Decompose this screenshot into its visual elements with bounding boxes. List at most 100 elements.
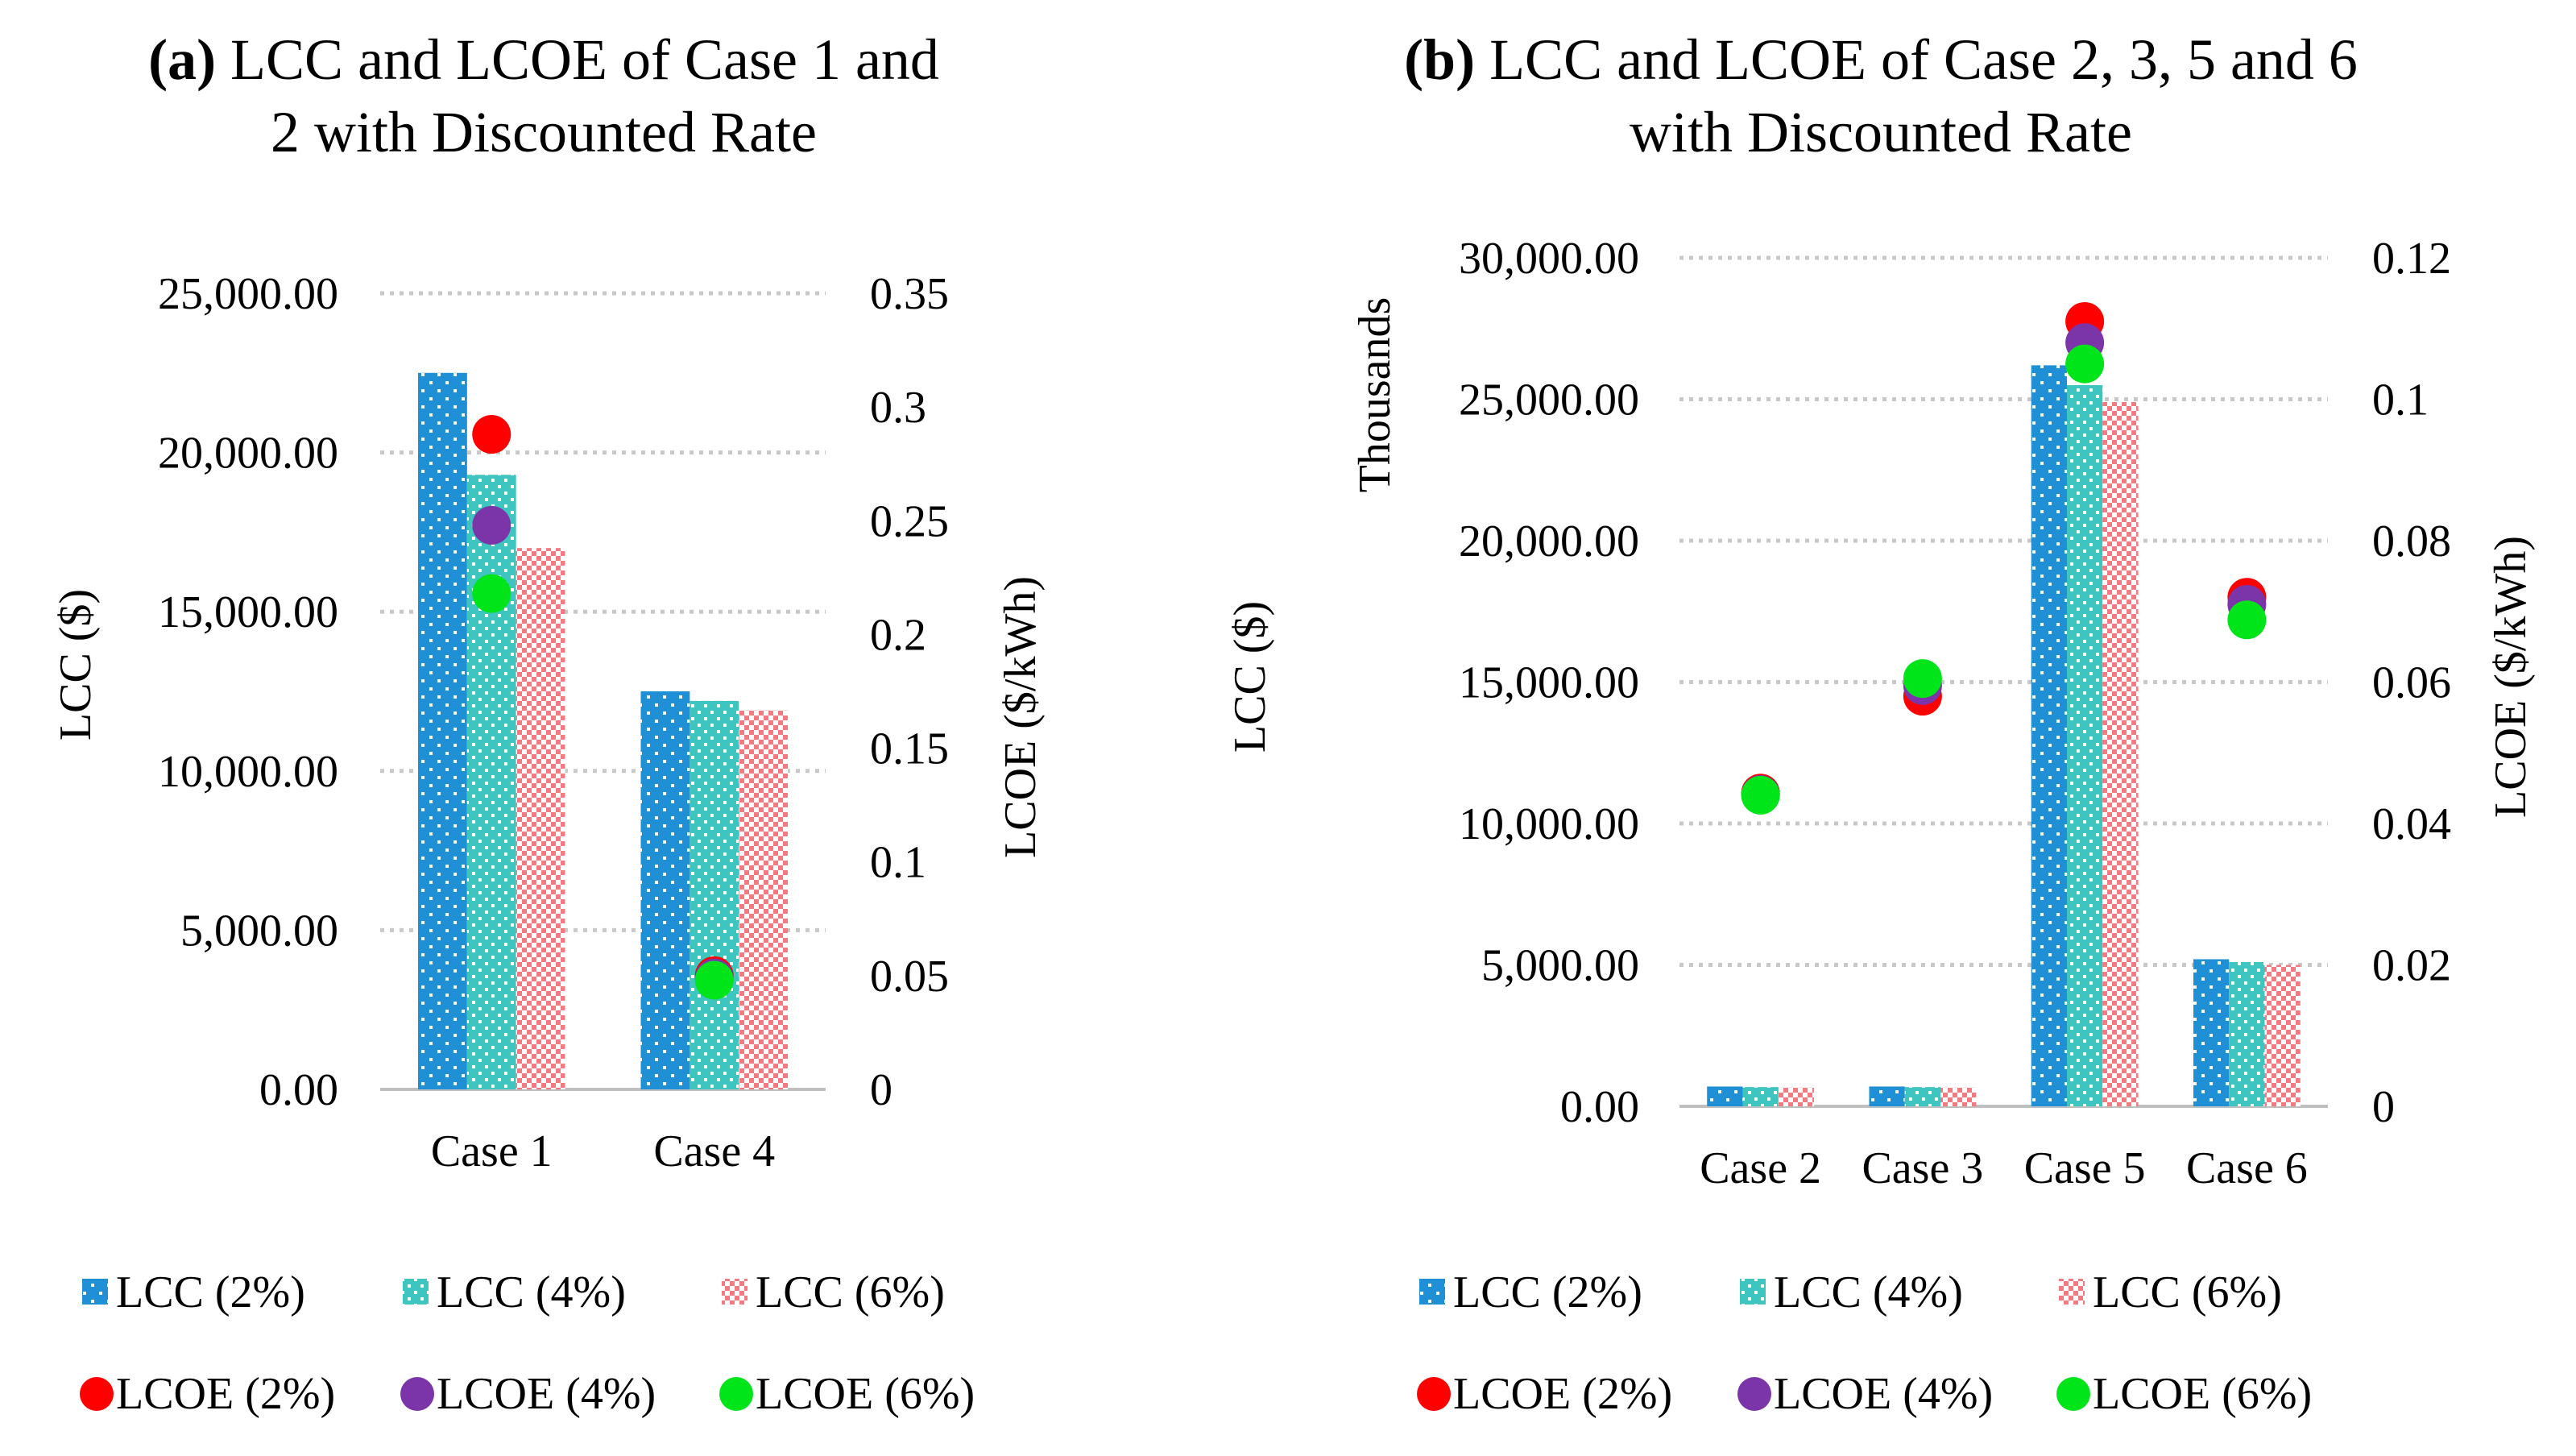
y-tick-label: 0.00 bbox=[1560, 1082, 1639, 1132]
panel-b-title-line1: (b) LCC and LCOE of Case 2, 3, 5 and 6 bbox=[1404, 27, 2358, 92]
bar-lcc-4--case-6 bbox=[2229, 961, 2265, 1106]
panel-a-title-line1: (a) LCC and LCOE of Case 1 and bbox=[148, 27, 939, 92]
panel-a-y2-axis-label: LCOE ($/kWh) bbox=[996, 576, 1046, 858]
legend-swatch bbox=[2059, 1279, 2085, 1305]
panel-b: (b) LCC and LCOE of Case 2, 3, 5 and 6 w… bbox=[1225, 27, 2536, 1419]
y2-tick-label: 0.12 bbox=[2372, 234, 2451, 284]
x-tick-label: Case 6 bbox=[2186, 1143, 2308, 1193]
bar-lcc-2--case-5 bbox=[2031, 365, 2067, 1106]
legend-label: LCC (6%) bbox=[2093, 1267, 2282, 1317]
bar-lcc-4--case-1 bbox=[466, 475, 516, 1089]
y2-tick-label: 0.3 bbox=[870, 383, 926, 433]
marker-lcoe-6--case-5 bbox=[2065, 344, 2105, 384]
y-tick-label: 0.00 bbox=[259, 1065, 338, 1115]
y2-tick-label: 0.35 bbox=[870, 269, 949, 319]
y2-tick-label: 0.05 bbox=[870, 952, 949, 1002]
y2-tick-label: 0.1 bbox=[2372, 375, 2429, 425]
y-tick-label: 25,000.00 bbox=[1459, 375, 1639, 425]
legend-label: LCOE (2%) bbox=[1453, 1369, 1672, 1419]
panel-b-title-label: (b) bbox=[1404, 27, 1475, 92]
legend-swatch bbox=[403, 1279, 429, 1305]
panel-b-y2-axis-label: LCOE ($/kWh) bbox=[2486, 536, 2536, 818]
legend-swatch bbox=[1740, 1279, 1766, 1305]
legend-marker bbox=[400, 1377, 434, 1411]
legend-marker bbox=[1737, 1377, 1771, 1411]
y-tick-label: 10,000.00 bbox=[1459, 799, 1639, 849]
marker-lcoe-4--case-1 bbox=[472, 505, 511, 545]
legend-swatch bbox=[82, 1279, 108, 1305]
panel-a-bars bbox=[418, 372, 788, 1089]
panel-b-bars bbox=[1707, 365, 2301, 1106]
x-tick-label: Case 4 bbox=[653, 1126, 775, 1176]
legend-marker bbox=[719, 1377, 753, 1411]
y2-tick-label: 0.08 bbox=[2372, 516, 2451, 566]
y-tick-label: 25,000.00 bbox=[158, 269, 338, 319]
panel-b-title-text: LCC and LCOE of Case 2, 3, 5 and 6 bbox=[1475, 27, 2358, 92]
panel-b-title-line2: with Discounted Rate bbox=[1630, 100, 2132, 164]
y2-tick-label: 0.06 bbox=[2372, 658, 2451, 708]
legend-label: LCC (6%) bbox=[756, 1267, 945, 1317]
y2-tick-label: 0 bbox=[2372, 1082, 2395, 1132]
y2-tick-label: 0.15 bbox=[870, 724, 949, 774]
x-tick-label: Case 1 bbox=[431, 1126, 553, 1176]
panel-b-x-ticks: Case 2 Case 3 Case 5 Case 6 bbox=[1700, 1143, 2308, 1193]
legend-swatch bbox=[722, 1279, 748, 1305]
legend-label: LCOE (6%) bbox=[2093, 1369, 2312, 1419]
y2-tick-label: 0.04 bbox=[2372, 799, 2451, 849]
x-tick-label: Case 2 bbox=[1700, 1143, 1821, 1193]
panel-b-y2-ticks: 0 0.02 0.04 0.06 0.08 0.1 0.12 bbox=[2372, 234, 2451, 1132]
panel-a-y-axis-label: LCC ($) bbox=[51, 589, 101, 740]
y-tick-label: 20,000.00 bbox=[1459, 516, 1639, 566]
y2-tick-label: 0 bbox=[870, 1065, 892, 1115]
panel-a-markers bbox=[472, 415, 734, 1000]
legend-marker bbox=[1417, 1377, 1451, 1411]
panel-a-title-label: (a) bbox=[148, 27, 216, 92]
bar-lcc-6--case-3 bbox=[1940, 1087, 1977, 1106]
legend-marker bbox=[2056, 1377, 2090, 1411]
panel-b-y-units-label: Thousands bbox=[1350, 297, 1400, 493]
bar-lcc-6--case-5 bbox=[2102, 402, 2139, 1106]
y2-tick-label: 0.25 bbox=[870, 496, 949, 546]
bar-lcc-2--case-4 bbox=[640, 691, 690, 1089]
y-tick-label: 20,000.00 bbox=[158, 429, 338, 479]
legend-label: LCC (2%) bbox=[116, 1267, 305, 1317]
y2-tick-label: 0.02 bbox=[2372, 941, 2451, 991]
panel-a: (a) LCC and LCOE of Case 1 and 2 with Di… bbox=[51, 27, 1046, 1419]
panel-a-legend: LCC (2%) LCC (4%) LCC (6%) LCOE (2%) LCOE (4… bbox=[80, 1267, 975, 1419]
y-tick-label: 30,000.00 bbox=[1459, 234, 1639, 284]
panel-a-x-ticks: Case 1 Case 4 bbox=[431, 1126, 775, 1176]
panel-a-title-text: LCC and LCOE of Case 1 and bbox=[216, 27, 939, 92]
legend-label: LCOE (4%) bbox=[437, 1369, 656, 1419]
bar-lcc-2--case-3 bbox=[1869, 1086, 1905, 1106]
bar-lcc-2--case-1 bbox=[418, 372, 467, 1089]
bar-lcc-6--case-4 bbox=[739, 710, 788, 1089]
panel-b-y-ticks: 0.00 5,000.00 10,000.00 15,000.00 20,000.00 2… bbox=[1459, 234, 1639, 1132]
marker-lcoe-2--case-1 bbox=[472, 415, 511, 454]
marker-lcoe-6--case-4 bbox=[694, 960, 734, 1000]
y-tick-label: 15,000.00 bbox=[1459, 658, 1639, 708]
bar-lcc-6--case-6 bbox=[2264, 964, 2301, 1106]
panel-b-legend: LCC (2%) LCC (4%) LCC (6%) LCOE (2%) LCOE (4… bbox=[1417, 1267, 2312, 1419]
panel-a-y2-ticks: 0 0.05 0.1 0.15 0.2 0.25 0.3 0.35 bbox=[870, 269, 949, 1115]
legend-label: LCC (4%) bbox=[1774, 1267, 1963, 1317]
y-tick-label: 10,000.00 bbox=[158, 747, 338, 797]
panel-b-markers bbox=[1741, 301, 2267, 815]
legend-label: LCOE (4%) bbox=[1774, 1369, 1993, 1419]
y-tick-label: 5,000.00 bbox=[180, 906, 338, 956]
legend-swatch bbox=[1419, 1279, 1445, 1305]
legend-marker bbox=[80, 1377, 114, 1411]
legend-label: LCOE (6%) bbox=[756, 1369, 975, 1419]
marker-lcoe-6--case-6 bbox=[2227, 600, 2267, 640]
y2-tick-label: 0.1 bbox=[870, 838, 926, 888]
bar-lcc-2--case-6 bbox=[2193, 959, 2230, 1106]
legend-label: LCOE (2%) bbox=[116, 1369, 335, 1419]
legend-label: LCC (4%) bbox=[437, 1267, 626, 1317]
marker-lcoe-6--case-3 bbox=[1903, 659, 1942, 699]
panel-b-y-axis-label: LCC ($) bbox=[1225, 601, 1275, 753]
y-tick-label: 5,000.00 bbox=[1481, 941, 1639, 991]
bar-lcc-6--case-1 bbox=[516, 548, 565, 1089]
marker-lcoe-6--case-2 bbox=[1741, 775, 1780, 815]
panel-a-y-ticks: 0.00 5,000.00 10,000.00 15,000.00 20,000.00 2… bbox=[158, 269, 338, 1115]
bar-lcc-2--case-2 bbox=[1707, 1086, 1743, 1106]
